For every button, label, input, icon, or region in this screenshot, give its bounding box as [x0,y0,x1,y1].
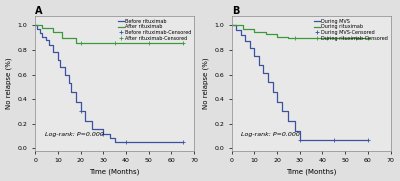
Text: B: B [232,6,239,16]
During MVS [279,110,284,113]
During rituximab-Censored [366,37,370,39]
Before rituximab [56,59,60,61]
Before rituximab [51,51,56,54]
During MVS [266,81,270,83]
Text: A: A [35,6,43,16]
During MVS [234,29,238,31]
Legend: During MVS, During rituximab, During MVS-Censored, During rituximab-Censored: During MVS, During rituximab, During MVS… [314,18,388,41]
During rituximab [366,37,370,39]
Before rituximab [69,91,74,93]
Before rituximab [62,73,67,76]
During rituximab [240,28,245,30]
Before rituximab [180,141,185,143]
Before rituximab [58,66,62,68]
Before rituximab-Censored [101,132,106,135]
After rituximab [33,24,38,27]
During rituximab-Censored [324,37,329,39]
During MVS-Censored [331,139,336,141]
Y-axis label: No relapse (%): No relapse (%) [6,57,12,109]
Before rituximab [112,141,117,143]
During MVS [293,130,298,132]
Before rituximab [74,100,78,103]
Before rituximab [44,39,49,41]
Line: During rituximab-Censored: During rituximab-Censored [294,36,370,39]
Before rituximab-Censored [124,141,128,143]
During MVS [229,24,234,27]
During rituximab [252,31,257,33]
After rituximab-Censored [112,42,117,44]
Line: During MVS: During MVS [232,26,368,140]
After rituximab-Censored [180,42,185,44]
After rituximab [40,27,44,29]
During MVS [270,91,275,93]
Line: During rituximab: During rituximab [232,26,368,38]
Before rituximab [40,35,44,38]
During rituximab [229,24,234,27]
During MVS-Censored [366,139,370,141]
During rituximab [263,33,268,35]
Before rituximab [46,44,51,46]
Before rituximab [90,128,94,130]
Before rituximab [101,132,106,135]
After rituximab [51,31,56,33]
Line: Before rituximab: Before rituximab [35,26,183,142]
Y-axis label: No relapse (%): No relapse (%) [202,57,208,109]
During MVS [248,47,252,49]
During rituximab [275,35,280,38]
Before rituximab [35,28,40,30]
Line: After rituximab-Censored: After rituximab-Censored [79,41,184,44]
After rituximab [180,42,185,44]
During rituximab-Censored [293,37,298,39]
Before rituximab [33,24,38,27]
Line: During MVS-Censored: During MVS-Censored [298,138,370,141]
After rituximab-Censored [146,42,151,44]
During rituximab [286,37,291,39]
During MVS [286,120,291,122]
Text: Log-rank: P=0.000: Log-rank: P=0.000 [241,132,300,137]
During MVS [238,34,243,36]
Before rituximab [37,32,42,34]
During MVS [252,55,257,57]
During MVS [297,139,302,141]
During MVS [261,72,266,74]
Line: Before rituximab-Censored: Before rituximab-Censored [79,110,184,144]
During MVS [243,40,248,43]
During MVS-Censored [297,139,302,141]
After rituximab-Censored [78,42,83,44]
Before rituximab [83,120,88,122]
After rituximab [60,37,65,39]
X-axis label: Time (Months): Time (Months) [89,169,140,175]
Before rituximab-Censored [180,141,185,143]
Before rituximab [78,110,83,113]
After rituximab [74,42,78,44]
Line: After rituximab: After rituximab [35,26,183,43]
During MVS [366,139,370,141]
During MVS [275,100,280,103]
Before rituximab [67,82,72,84]
During MVS [256,64,261,66]
During rituximab-Censored [354,37,359,39]
Text: Log-rank: P=0.000: Log-rank: P=0.000 [45,132,104,137]
Legend: Before rituximab, After rituximab, Before rituximab-Censored, After rituximab-Ce: Before rituximab, After rituximab, Befor… [117,18,192,41]
Before rituximab-Censored [78,110,83,113]
X-axis label: Time (Months): Time (Months) [286,169,336,175]
Before rituximab [108,137,112,140]
